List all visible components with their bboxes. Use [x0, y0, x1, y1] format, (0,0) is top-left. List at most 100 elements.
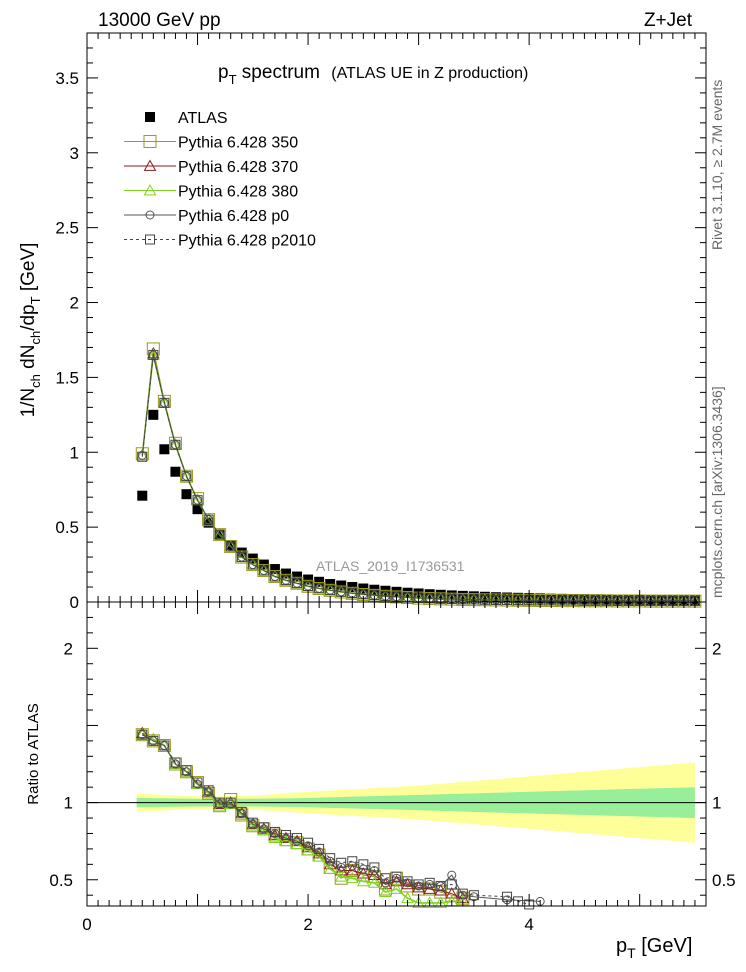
main-point-5-9 [236, 552, 247, 563]
main-point-5-13 [280, 575, 291, 586]
ratio-point-2-26 [423, 896, 437, 908]
ratio-point-4-5 [192, 777, 203, 788]
x-ticks: 0 2 4 [82, 33, 707, 934]
rivet-label: Rivet 3.1.10, ≥ 2.7M events [709, 80, 725, 250]
ratio-point-1-19 [345, 863, 359, 876]
main-point-0-13 [280, 568, 291, 579]
ratio-point-2-25 [412, 896, 425, 908]
main-ytick-label: 1 [70, 443, 79, 462]
ratio-point-2-27 [434, 896, 448, 908]
main-point-5-17 [325, 585, 336, 596]
main-series-0 [137, 409, 700, 606]
ratio-point-0-1 [146, 734, 160, 748]
ratio-point-4-7 [214, 797, 225, 808]
mcplots-label: mcplots.cern.ch [arXiv:1306.3436] [709, 386, 725, 598]
x-tick-label: 2 [303, 915, 312, 934]
ratio-point-4-10 [247, 817, 258, 828]
plot-title-sub: T [229, 72, 237, 87]
legend-label-0: ATLAS [178, 110, 228, 127]
main-point-0-6 [203, 517, 214, 528]
legend-label-1: Pythia 6.428 350 [178, 135, 298, 152]
ratio-point-4-19 [347, 856, 358, 867]
legend-marker-1 [143, 135, 157, 148]
ratio-point-4-4 [181, 765, 192, 776]
main-point-5-1 [148, 349, 159, 360]
ratio-point-2-23 [390, 882, 403, 894]
ratio-point-1-28 [445, 887, 459, 899]
main-ylabel: 1/Nch dNch/dpT [GeV] [18, 243, 43, 418]
main-point-0-16 [314, 576, 325, 587]
x-tick-label: 4 [524, 915, 533, 934]
svg-text:1/Nch dNch/dpT [GeV]: 1/Nch dNch/dpT [GeV] [18, 243, 43, 418]
main-point-5-7 [214, 529, 225, 540]
ratio-point-4-3 [170, 757, 181, 768]
ratio-point-4-23 [391, 871, 402, 882]
main-point-0-0 [137, 490, 148, 501]
ratio-panel: 0 2 4 0.5 0.5 1 1 2 2 [49, 33, 736, 934]
main-point-5-2 [159, 397, 170, 408]
ratio-point-4-0 [137, 729, 148, 740]
main-point-5-16 [314, 583, 325, 594]
ratio-ytick-label-right: 0.5 [712, 871, 736, 890]
legend-label-4: Pythia 6.428 p0 [178, 208, 289, 225]
ratio-point-4-30 [468, 890, 479, 901]
ratio-point-4-24 [402, 876, 413, 887]
ratio-point-2-21 [368, 876, 381, 888]
ratio-ytick-label-left: 0.5 [49, 871, 73, 890]
main-point-0-2 [159, 444, 170, 455]
ratio-point-1-22 [379, 877, 392, 890]
ratio-ylabel: Ratio to ATLAS [25, 703, 42, 804]
ratio-point-2-15 [301, 843, 315, 856]
main-point-0-15 [303, 574, 314, 585]
ratio-point-4-22 [380, 873, 391, 884]
energy-label: 13000 GeV pp [98, 10, 221, 31]
ratio-point-0-8 [224, 793, 238, 807]
main-point-5-14 [292, 578, 303, 589]
ratio-point-4-16 [314, 843, 325, 854]
ratio-point-4-17 [325, 853, 336, 864]
legend: ATLAS Pythia 6.428 350 Pythia 6.428 370 Pyt… [124, 110, 316, 250]
main-point-0-12 [269, 564, 280, 575]
plot-title-rest: spectrum [237, 62, 320, 83]
plot-title: pT spectrum (ATLAS UE in Z production) [218, 62, 528, 87]
ratio-point-1-20 [356, 867, 370, 879]
main-ytick-label: 3.5 [55, 69, 79, 88]
main-y-ticks: 0.5 1 1.5 2 2.5 3 3.5 0 [55, 32, 706, 612]
ratio-point-4-8 [225, 797, 236, 808]
main-point-0-4 [181, 489, 192, 500]
legend-label-3: Pythia 6.428 380 [178, 184, 298, 201]
main-point-5-5 [192, 495, 203, 506]
ratio-point-4-29 [457, 888, 468, 899]
main-point-0-14 [292, 571, 303, 582]
main-point-5-10 [247, 559, 258, 570]
ratio-series-4 [137, 729, 535, 910]
main-ytick-label: 1.5 [55, 368, 79, 387]
legend-marker-0 [145, 112, 155, 122]
main-point-5-4 [181, 471, 192, 482]
main-point-5-0 [137, 451, 148, 462]
main-ytick-label: 2.5 [55, 219, 79, 238]
ratio-point-3-28 [447, 870, 457, 880]
main-ytick-label-zero: 0 [70, 593, 79, 612]
ratio-point-2-7 [213, 799, 226, 811]
main-point-0-29 [457, 590, 468, 601]
svg-text:pT [GeV]: pT [GeV] [616, 935, 692, 961]
ratio-point-2-22 [379, 885, 392, 898]
ratio-point-1-26 [423, 882, 437, 894]
main-point-5-6 [203, 514, 214, 525]
ratio-ytick-label-right: 2 [712, 639, 721, 658]
main-ytick-label: 3 [70, 144, 79, 163]
ratio-point-4-26 [424, 877, 435, 888]
ratio-point-4-9 [236, 806, 247, 817]
ratio-point-4-14 [292, 833, 303, 844]
ratio-frame [86, 601, 707, 907]
legend-label-5: Pythia 6.428 p2010 [178, 233, 316, 250]
main-point-5-11 [258, 565, 269, 576]
ratio-point-4-18 [336, 857, 347, 868]
main-point-0-1 [148, 409, 159, 420]
ratio-point-2-16 [312, 850, 326, 862]
ratio-point-2-17 [323, 862, 337, 874]
xlabel: pT [GeV] [616, 935, 692, 961]
ratio-point-4-27 [435, 880, 446, 891]
